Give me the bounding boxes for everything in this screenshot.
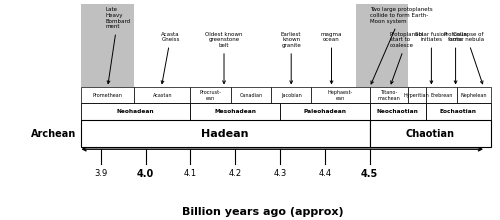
Text: 4.4: 4.4 xyxy=(318,169,332,178)
Text: Hadean: Hadean xyxy=(202,128,249,139)
Bar xyxy=(370,103,426,120)
Bar xyxy=(80,120,370,147)
Text: Archean: Archean xyxy=(31,128,76,139)
Bar xyxy=(80,103,190,120)
Bar xyxy=(280,103,370,120)
Bar xyxy=(408,88,426,103)
Text: Chaotian: Chaotian xyxy=(406,128,454,139)
Text: Procrust-
ean: Procrust- ean xyxy=(200,90,222,101)
Text: 3.9: 3.9 xyxy=(94,169,108,178)
Text: Canadian: Canadian xyxy=(240,93,262,98)
Text: magma
ocean: magma ocean xyxy=(321,32,342,84)
Bar xyxy=(80,88,134,103)
Text: Billion years ago (approx): Billion years ago (approx) xyxy=(182,207,344,217)
Text: Protosun
forms: Protosun forms xyxy=(444,32,468,84)
Text: 4.2: 4.2 xyxy=(228,169,242,178)
Text: 4.5: 4.5 xyxy=(361,169,378,179)
Text: Hyperitian: Hyperitian xyxy=(404,93,429,98)
Bar xyxy=(80,4,134,88)
Text: Two large protoplanets
collide to form Earth-
Moon system: Two large protoplanets collide to form E… xyxy=(370,7,432,84)
Text: 4.0: 4.0 xyxy=(137,169,154,179)
Text: 4.3: 4.3 xyxy=(274,169,286,178)
Text: Acasta
Gneiss: Acasta Gneiss xyxy=(161,32,180,84)
Text: Nephelean: Nephelean xyxy=(460,93,487,98)
Bar xyxy=(356,4,408,88)
Bar xyxy=(271,88,312,103)
Text: Late
Heavy
Bombard
ment: Late Heavy Bombard ment xyxy=(106,7,130,84)
Bar xyxy=(312,88,370,103)
Text: Collapse of
solar nebula: Collapse of solar nebula xyxy=(450,32,484,84)
Bar xyxy=(230,88,271,103)
Text: 4.1: 4.1 xyxy=(184,169,197,178)
Text: Oldest known
greenstone
belt: Oldest known greenstone belt xyxy=(206,32,243,84)
Text: Solar fusion
initiates: Solar fusion initiates xyxy=(415,32,448,84)
Text: Earliest
known
granite: Earliest known granite xyxy=(281,32,301,84)
Text: Neohadean: Neohadean xyxy=(116,109,154,114)
Bar xyxy=(190,88,230,103)
Text: Neochaotian: Neochaotian xyxy=(376,109,418,114)
Text: Erebrean: Erebrean xyxy=(430,93,452,98)
Text: Eochaotian: Eochaotian xyxy=(440,109,476,114)
Bar xyxy=(370,88,408,103)
Text: Acastan: Acastan xyxy=(152,93,172,98)
Text: Jacobian: Jacobian xyxy=(281,93,301,98)
Bar xyxy=(370,120,490,147)
Text: Paleohadean: Paleohadean xyxy=(304,109,346,114)
Bar xyxy=(426,103,490,120)
Text: Promethean: Promethean xyxy=(92,93,122,98)
Text: Hephaest-
ean: Hephaest- ean xyxy=(328,90,353,101)
Text: Titano-
machean: Titano- machean xyxy=(377,90,400,101)
Text: Protoplanets
start to
coalesce: Protoplanets start to coalesce xyxy=(390,32,424,84)
Text: Mesohadean: Mesohadean xyxy=(214,109,256,114)
Bar xyxy=(426,88,457,103)
Bar xyxy=(457,88,490,103)
Bar xyxy=(134,88,190,103)
Bar xyxy=(190,103,280,120)
